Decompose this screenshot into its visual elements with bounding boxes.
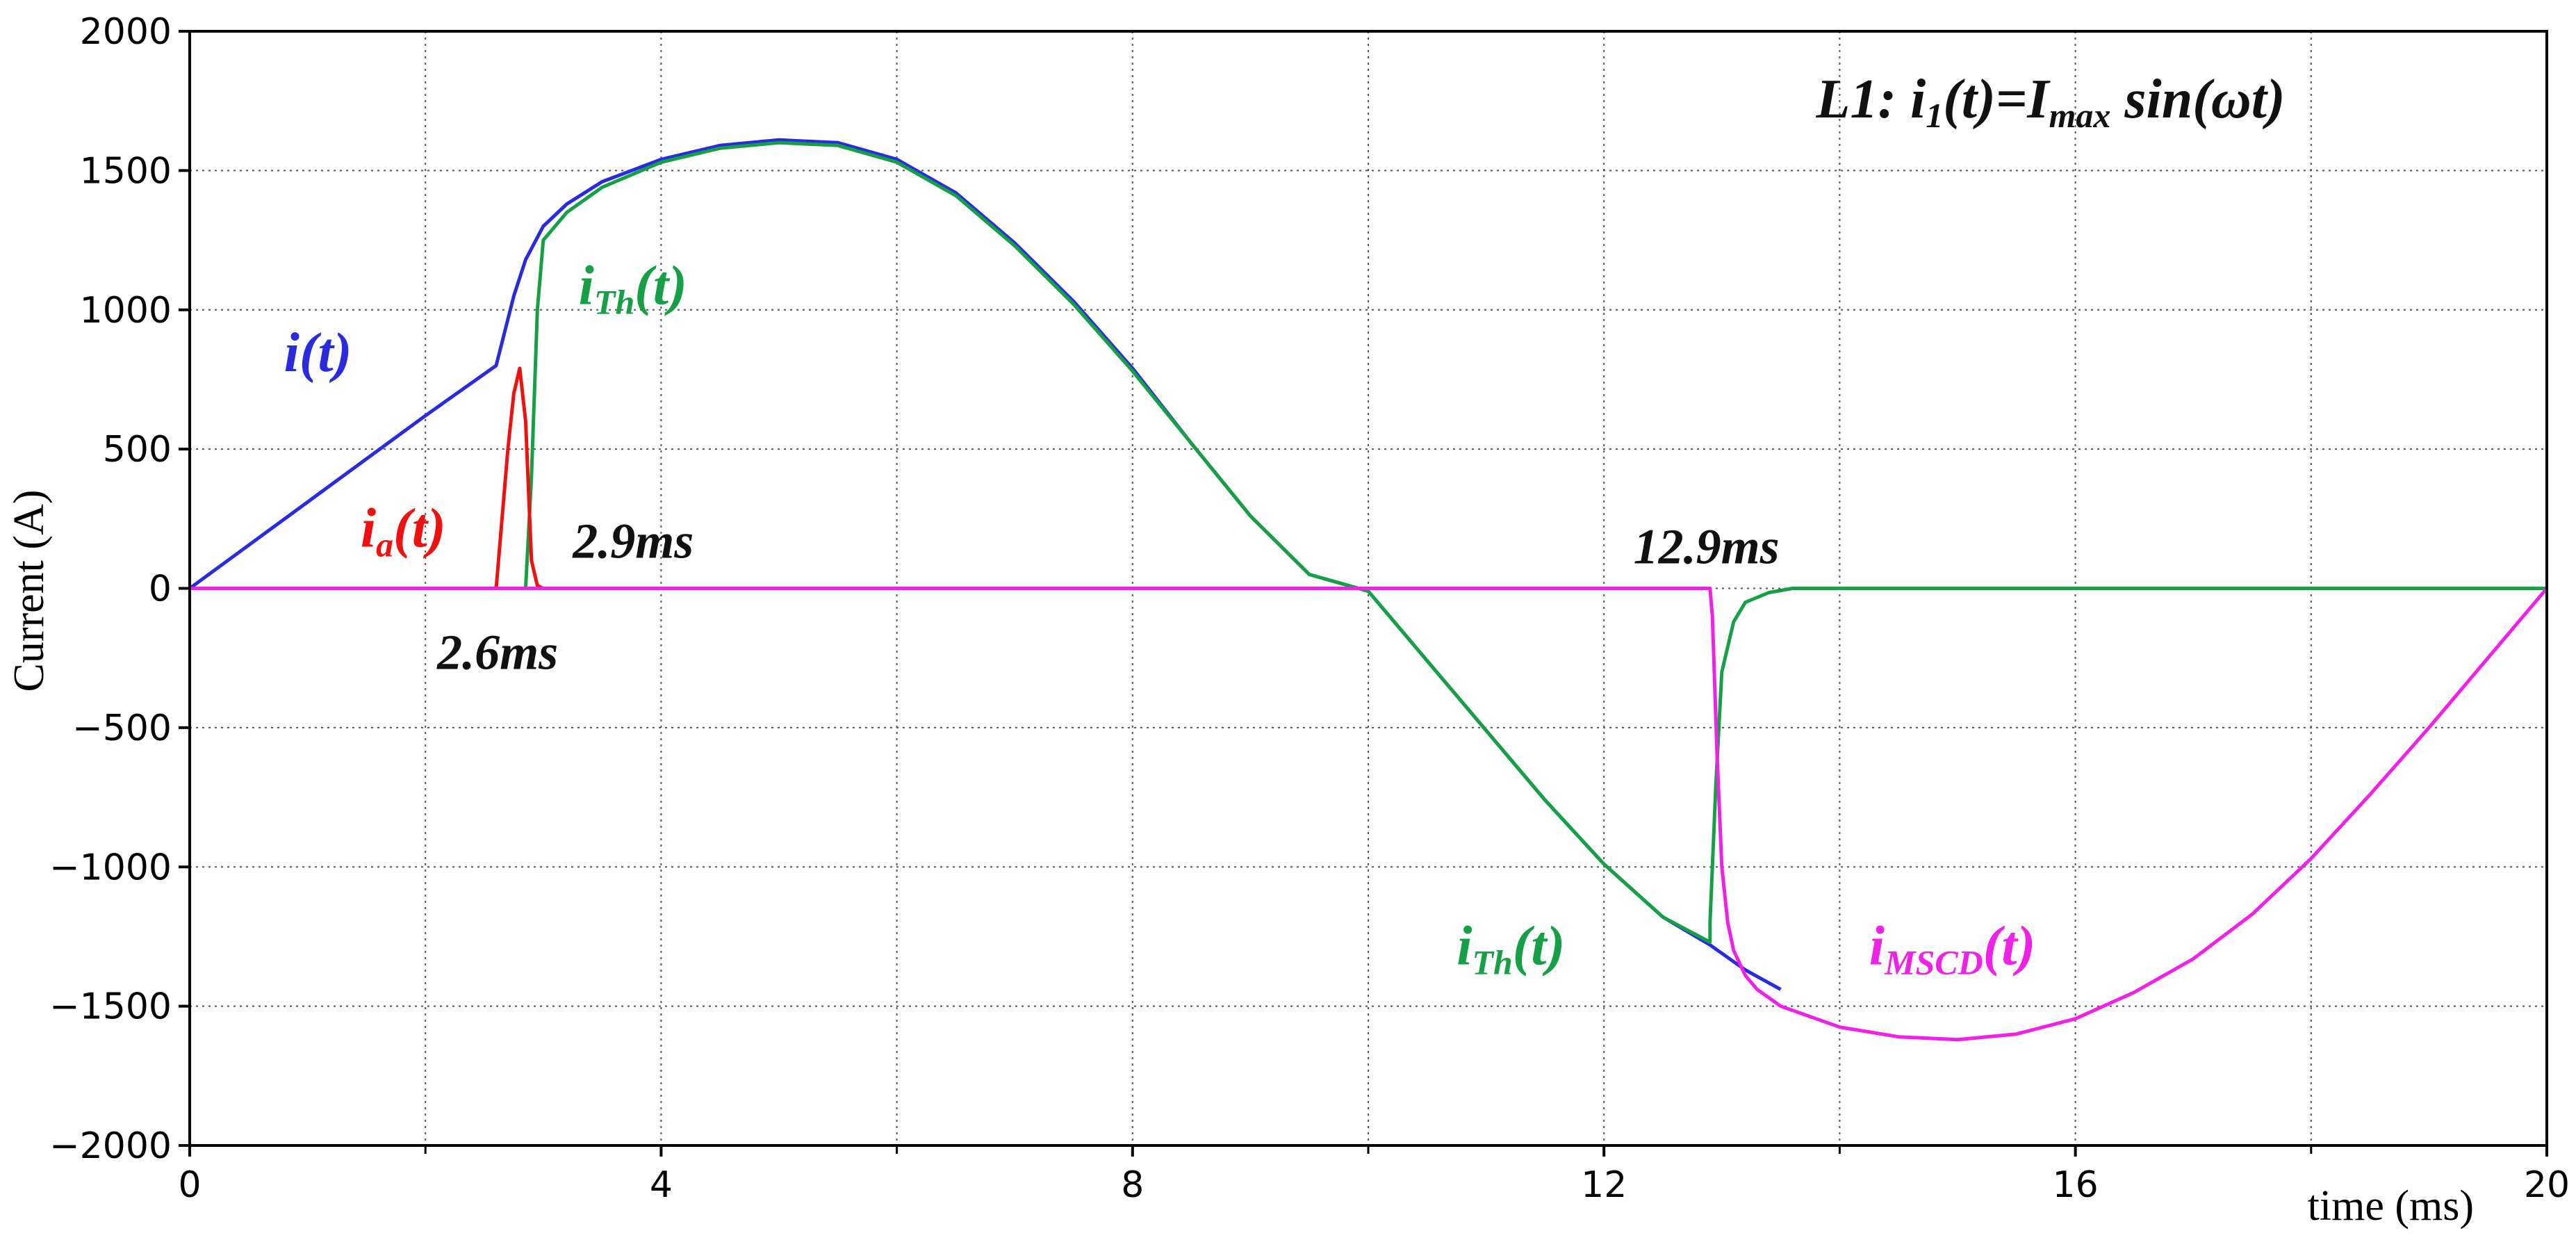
x-tick-label: 12 [1581, 1164, 1627, 1206]
annotation-part: i [361, 498, 376, 559]
y-tick-label: 1000 [80, 290, 172, 332]
annotation-part: 1 [1926, 96, 1943, 135]
annotation-part: Th [594, 283, 634, 322]
annotation-label-26ms: 2.6ms [436, 625, 558, 680]
series-lines [188, 138, 2548, 1042]
annotation-part: i [1457, 916, 1472, 977]
annotation-label-ia: ia(t) [361, 498, 446, 564]
annotation-label-ith-bottom: iTh(t) [1457, 916, 1565, 982]
x-tick-label: 20 [2524, 1164, 2570, 1206]
annotation-part: (t) [634, 256, 687, 317]
annotation-label-129ms: 12.9ms [1634, 519, 1780, 574]
annotation-part: i [579, 256, 594, 317]
annotation-title: L1: i1(t)=Imax sin(ωt) [1815, 69, 2285, 135]
annotation-label-i: i(t) [284, 323, 352, 384]
y-tick-label: 0 [149, 569, 172, 610]
annotation-part: (t) [1983, 916, 2036, 977]
annotation-part: a [376, 525, 393, 564]
annotation-part: (t) [393, 498, 446, 559]
annotation-part: 2.9ms [572, 513, 694, 569]
annotation-part: 12.9ms [1634, 519, 1780, 574]
axes [179, 30, 2548, 1157]
series-line-iTh [190, 140, 2547, 944]
annotation-part: L1: i [1815, 69, 1926, 130]
y-axis-label: Current (A) [6, 490, 53, 692]
annotation-label-ith-top: iTh(t) [579, 256, 687, 322]
x-tick-label: 4 [650, 1164, 673, 1206]
annotation-part: i [1869, 916, 1885, 977]
x-axis-label: time (ms) [2308, 1182, 2474, 1230]
annotation-part: (t) [1513, 916, 1566, 977]
annotation-part: MSCD [1884, 943, 1983, 982]
y-tick-label: −500 [72, 708, 172, 749]
annotation-label-imscd: iMSCD(t) [1869, 916, 2035, 982]
series-line-iMSCD [190, 587, 2548, 1042]
annotation-part: (t)=I [1943, 69, 2051, 130]
annotation-part: i(t) [284, 323, 352, 384]
y-tick-label: −1000 [49, 847, 172, 888]
annotation-part: Th [1472, 943, 1512, 982]
annotation-part: sin(ωt) [2110, 69, 2285, 130]
x-tick-label: 0 [178, 1164, 201, 1206]
annotation-label-29ms: 2.9ms [572, 513, 694, 569]
x-tick-label: 8 [1121, 1164, 1144, 1206]
y-tick-label: 2000 [80, 11, 172, 53]
annotation-part: max [2049, 96, 2110, 135]
y-tick-label: −1500 [49, 986, 172, 1028]
x-tick-label: 16 [2053, 1164, 2099, 1206]
y-tick-label: 1500 [80, 150, 172, 192]
annotation-part: 2.6ms [436, 625, 558, 680]
y-tick-label: 500 [103, 429, 172, 471]
annotations: L1: i1(t)=Imax sin(ωt)i(t)ia(t)iTh(t)2.9… [284, 69, 2286, 981]
series-line-i [188, 138, 1782, 991]
y-tick-label: −2000 [49, 1125, 172, 1167]
series-line-ia [190, 366, 933, 590]
